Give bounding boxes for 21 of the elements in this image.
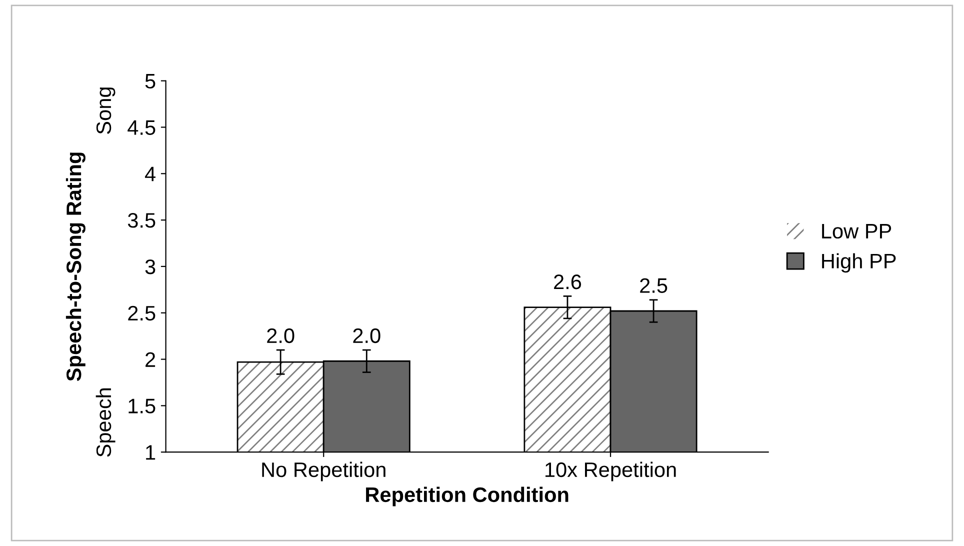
legend-label: Low PP <box>822 224 892 239</box>
y-tick-label: 3.5 <box>128 213 156 228</box>
text: Song <box>96 88 116 134</box>
legend-label: High PP <box>822 253 896 273</box>
x-axis-title: Repetition Condition <box>366 486 568 506</box>
data-label: 2.0 <box>267 328 294 344</box>
data-label: 2.0 <box>353 328 380 344</box>
y-axis-title: Speech-to-Song Rating <box>66 152 86 381</box>
x-tick-label: No Repetition <box>262 462 386 482</box>
y-tick-label: 4.5 <box>128 120 156 135</box>
text: Speech <box>96 388 116 457</box>
y-tick-label: 4 <box>144 166 156 182</box>
y-tick-label: 1 <box>146 445 156 460</box>
data-label: 2.6 <box>554 274 582 290</box>
x-tick-label: 10x Repetition <box>546 462 676 482</box>
y-tick-label: 2 <box>146 352 156 367</box>
y-tick-label: 1.5 <box>128 398 156 414</box>
y-tick-label: 5 <box>145 74 156 89</box>
y-tick-label: 2.5 <box>128 306 156 321</box>
y-tick-label: 3 <box>145 259 156 274</box>
data-label: 2.5 <box>640 278 668 293</box>
